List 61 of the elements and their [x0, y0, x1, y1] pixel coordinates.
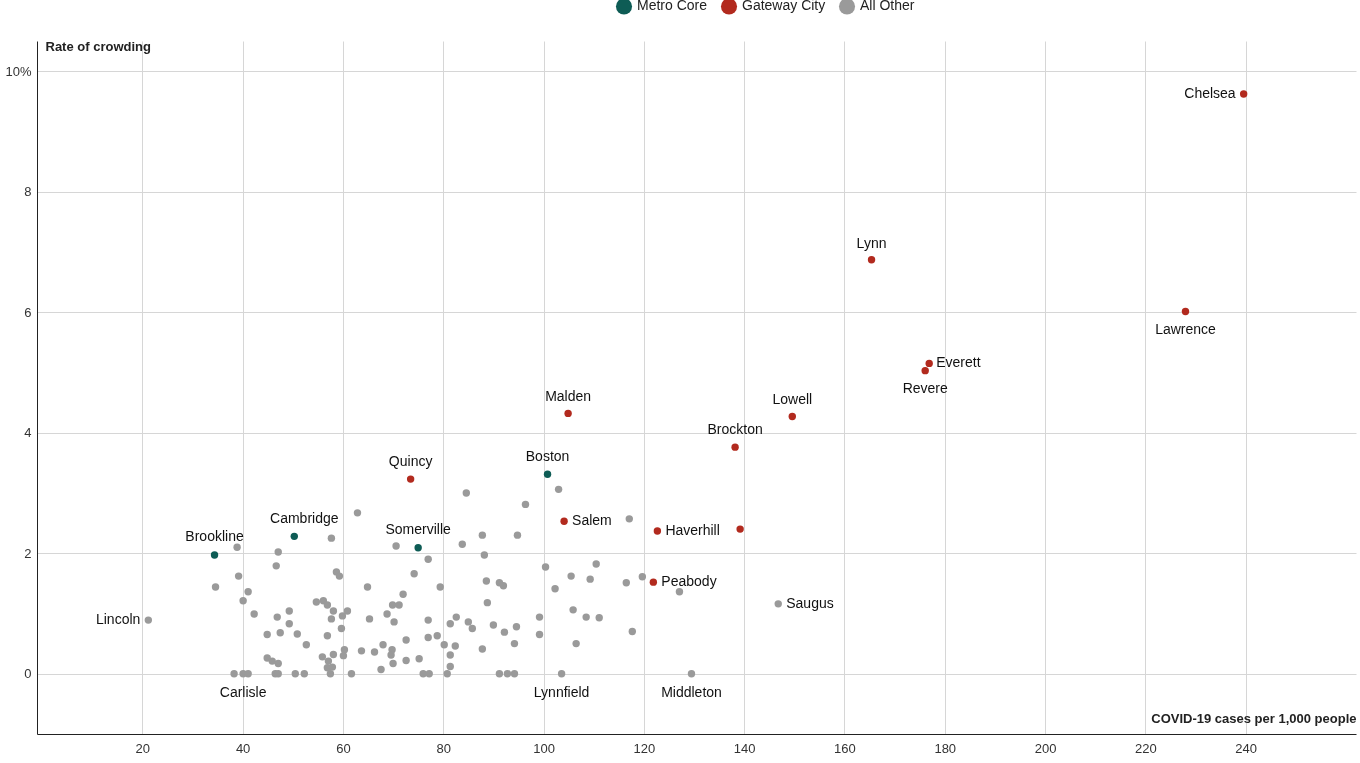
x-tick-label: 40 — [235, 740, 251, 756]
point — [1181, 307, 1190, 316]
x-tick-label: 160 — [834, 740, 856, 756]
annotation: Brookline — [185, 528, 244, 545]
annotation: Lawrence — [1155, 320, 1217, 337]
x-tick-label: 220 — [1135, 740, 1157, 756]
point — [653, 527, 662, 535]
annotation: Chelsea — [1184, 85, 1236, 102]
annotation: Lynn — [856, 234, 887, 251]
y-tick-label: 0 — [24, 666, 32, 682]
annotation: Boston — [525, 448, 570, 465]
y-tick-label: 10% — [5, 63, 32, 79]
point — [731, 443, 739, 451]
annotation: Malden — [545, 388, 592, 405]
y-tick-label: 2 — [24, 545, 32, 561]
annotation: Middleton — [661, 683, 722, 700]
point — [543, 470, 552, 478]
point — [560, 517, 568, 525]
point — [406, 475, 415, 483]
annotation: Carlisle — [219, 683, 267, 700]
x-tick-label: 100 — [533, 740, 555, 756]
legend-label: All Other — [860, 0, 915, 14]
annotation: Salem — [572, 512, 612, 529]
point — [921, 366, 929, 375]
annotation: Lincoln — [95, 611, 141, 628]
annotation: Quincy — [388, 453, 433, 470]
point — [867, 256, 876, 264]
legend-label: Gateway City — [742, 0, 826, 14]
x-tick-label: 80 — [436, 740, 451, 756]
annotation: Revere — [902, 379, 948, 396]
y-axis-title: Rate of crowding — [45, 38, 152, 54]
annotation: Somerville — [385, 520, 452, 537]
annotation: Saugus — [786, 594, 834, 611]
point — [736, 525, 744, 533]
annotation: Peabody — [661, 573, 717, 590]
point — [414, 544, 422, 552]
y-tick-label: 8 — [24, 184, 32, 200]
point — [210, 551, 219, 559]
point — [925, 359, 933, 368]
annotation: Lynnfield — [533, 683, 590, 700]
x-tick-label: 240 — [1235, 740, 1258, 756]
annotation: Lowell — [772, 391, 813, 408]
annotation: Cambridge — [270, 510, 339, 527]
x-tick-label: 60 — [336, 740, 351, 756]
point — [649, 578, 658, 586]
point — [788, 412, 796, 421]
y-tick-label: 4 — [24, 425, 32, 441]
x-tick-label: 180 — [934, 740, 957, 756]
x-tick-label: 200 — [1034, 740, 1057, 756]
point — [290, 532, 298, 541]
x-tick-label: 120 — [633, 740, 656, 756]
legend-label: Metro Core — [637, 0, 708, 14]
point — [564, 409, 572, 418]
point — [1239, 90, 1248, 98]
annotation: Everett — [936, 354, 981, 371]
y-tick-label: 6 — [24, 304, 32, 320]
annotation: Haverhill — [665, 521, 720, 538]
x-axis-title: COVID-19 cases per 1,000 people — [1151, 710, 1357, 726]
annotation: Brockton — [707, 421, 763, 438]
x-tick-label: 140 — [733, 740, 756, 756]
x-tick-label: 20 — [135, 740, 151, 756]
